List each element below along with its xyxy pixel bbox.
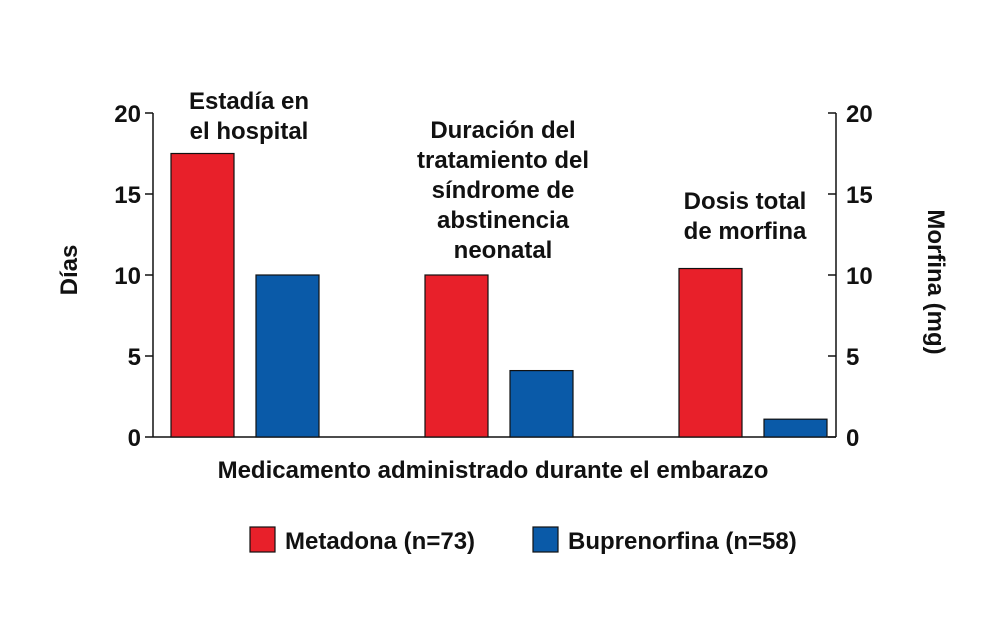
left-tick-label-0: 0: [128, 425, 141, 452]
legend-label-metadona: Metadona (n=73): [285, 528, 475, 555]
bar-buprenorfina-2: [509, 369, 574, 438]
legend-label-buprenorfina: Buprenorfina (n=58): [568, 528, 797, 555]
left-y-axis: 0 5 10 15 20: [114, 101, 154, 452]
right-tick-label-5: 5: [846, 344, 859, 371]
right-y-axis-title: Morfina (mg): [922, 209, 949, 354]
bar-metadona-2: [424, 274, 489, 438]
right-tick-label-10: 10: [846, 263, 873, 290]
legend-swatch-metadona: [249, 526, 276, 553]
category-label-2: Duración del tratamiento del síndrome de ab…: [417, 117, 589, 264]
right-tick-label-20: 20: [846, 101, 873, 128]
left-y-axis-title: Días: [56, 245, 83, 296]
category-label-3: Dosis total de morfina: [684, 188, 807, 245]
left-tick-label-10: 10: [114, 263, 141, 290]
left-tick-label-15: 15: [114, 182, 141, 209]
left-tick-label-20: 20: [114, 101, 141, 128]
left-tick-label-5: 5: [128, 344, 141, 371]
bar-buprenorfina-3: [763, 418, 828, 438]
legend: Metadona (n=73) Buprenorfina (n=58): [249, 526, 797, 555]
bar-metadona-1: [170, 152, 235, 438]
x-axis-title: Medicamento administrado durante el emba…: [218, 457, 769, 484]
right-y-axis: 0 5 10 15 20: [828, 101, 873, 452]
legend-swatch-buprenorfina: [532, 526, 559, 553]
category-labels: Estadía en el hospital Duración del tratami…: [189, 88, 807, 264]
bar-metadona-3: [678, 267, 743, 438]
right-tick-label-15: 15: [846, 182, 873, 209]
bars: [170, 152, 828, 438]
right-tick-label-0: 0: [846, 425, 859, 452]
bar-buprenorfina-1: [255, 274, 320, 438]
category-label-1: Estadía en el hospital: [189, 88, 309, 145]
